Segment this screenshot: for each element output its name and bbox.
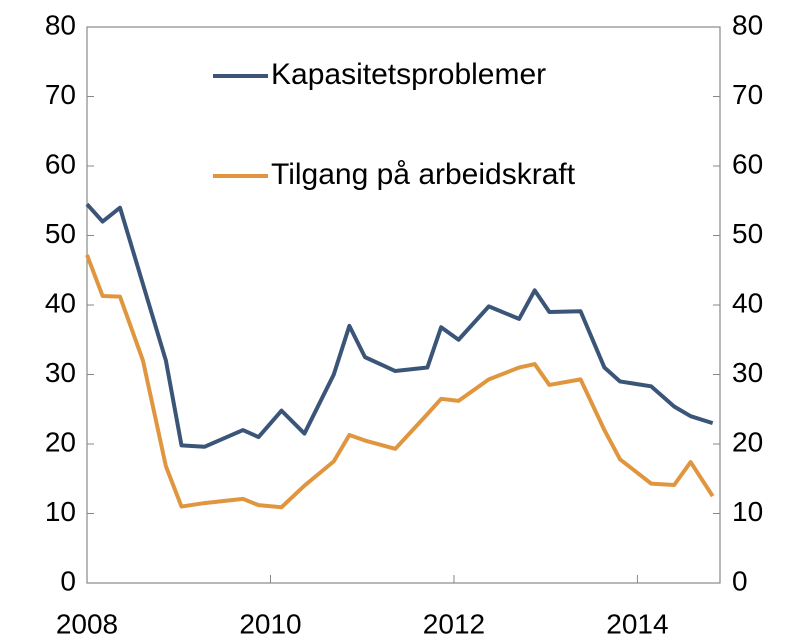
y-tick-label: 20 (45, 426, 76, 457)
y2-tick-label: 70 (732, 79, 763, 110)
y2-tick-label: 40 (732, 287, 763, 318)
y2-tick-label: 60 (732, 148, 763, 179)
y-tick-label: 0 (60, 565, 76, 596)
plot-frame (86, 26, 721, 584)
y2-tick-label: 80 (732, 9, 763, 40)
y2-tick-label: 20 (732, 426, 763, 457)
y2-tick-label: 10 (732, 496, 763, 527)
y2-tick-label: 50 (732, 218, 763, 249)
data-line (85, 254, 715, 510)
y-tick-label: 70 (45, 79, 76, 110)
legend-label: Kapasitetsproblemer (271, 58, 546, 91)
y-tick-label: 50 (45, 218, 76, 249)
x-tick-label: 2012 (423, 608, 485, 639)
y2-tick-label: 0 (732, 565, 748, 596)
y2-tick-label: 30 (732, 357, 763, 388)
x-tick-label: 2008 (56, 608, 118, 639)
y-tick-label: 60 (45, 148, 76, 179)
y-tick-label: 10 (45, 496, 76, 527)
y-tick-label: 30 (45, 357, 76, 388)
x-tick-label: 2010 (239, 608, 301, 639)
data-line (85, 202, 714, 449)
x-tick-label: 2014 (606, 608, 668, 639)
y-tick-label: 40 (45, 287, 76, 318)
y-tick-label: 80 (45, 9, 76, 40)
legend-label: Tilgang på arbeidskraft (271, 158, 576, 191)
